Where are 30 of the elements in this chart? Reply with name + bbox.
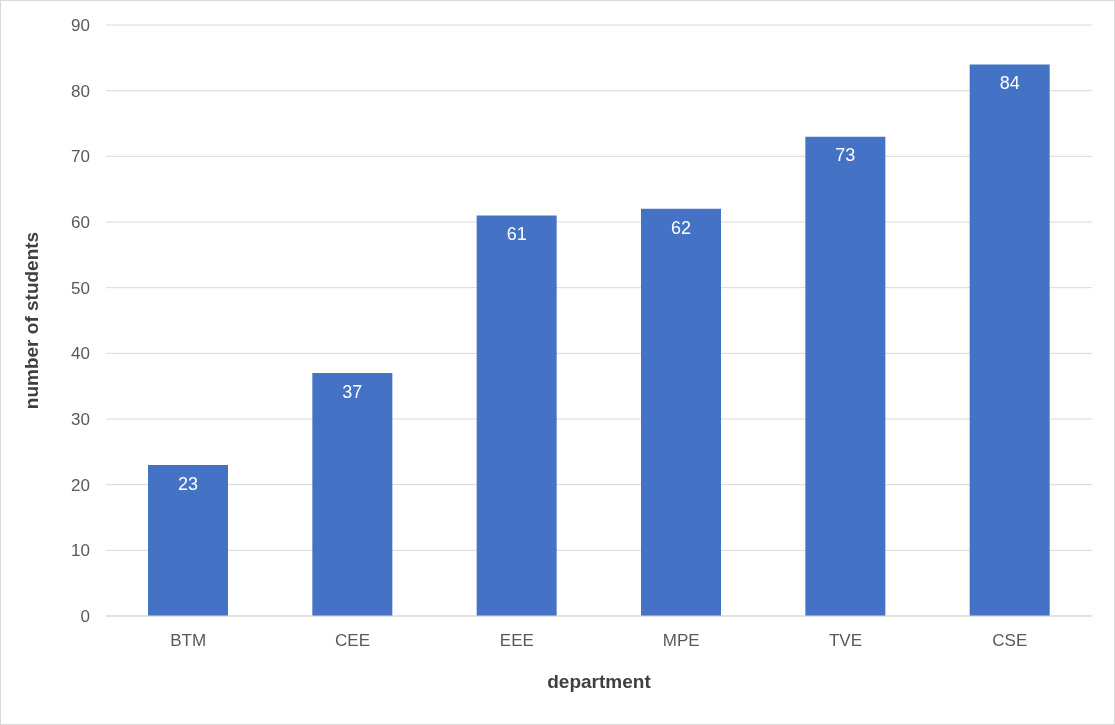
y-tick-label: 0: [80, 607, 90, 627]
y-tick-label: 10: [71, 541, 90, 561]
y-tick-label: 80: [71, 81, 90, 101]
bar: [641, 208, 721, 616]
x-tick-label: BTM: [170, 631, 207, 651]
bar: [969, 64, 1050, 616]
y-tick-label: 20: [71, 475, 90, 495]
x-tick-label: CSE: [992, 631, 1028, 651]
y-tick-label: 40: [71, 344, 90, 364]
bar: [476, 215, 557, 616]
x-tick-label: EEE: [499, 631, 534, 651]
y-tick-label: 60: [71, 213, 90, 233]
x-tick-label: CEE: [335, 631, 370, 651]
data-label: 61: [506, 224, 527, 245]
y-tick-label: 90: [71, 16, 90, 36]
bar: [805, 136, 886, 616]
y-axis-title: number of students: [20, 231, 42, 410]
bar: [312, 373, 393, 616]
data-label: 84: [999, 73, 1020, 94]
data-label: 23: [177, 473, 199, 494]
y-tick-label: 70: [71, 147, 90, 167]
y-tick-label: 50: [71, 278, 90, 298]
x-tick-label: MPE: [662, 631, 700, 651]
bar: [148, 464, 228, 616]
data-label: 62: [670, 217, 692, 238]
x-tick-label: TVE: [828, 631, 863, 651]
data-label: 37: [342, 381, 363, 402]
y-tick-label: 30: [71, 410, 90, 430]
data-label: 73: [835, 145, 856, 166]
x-axis-title: department: [547, 671, 652, 692]
